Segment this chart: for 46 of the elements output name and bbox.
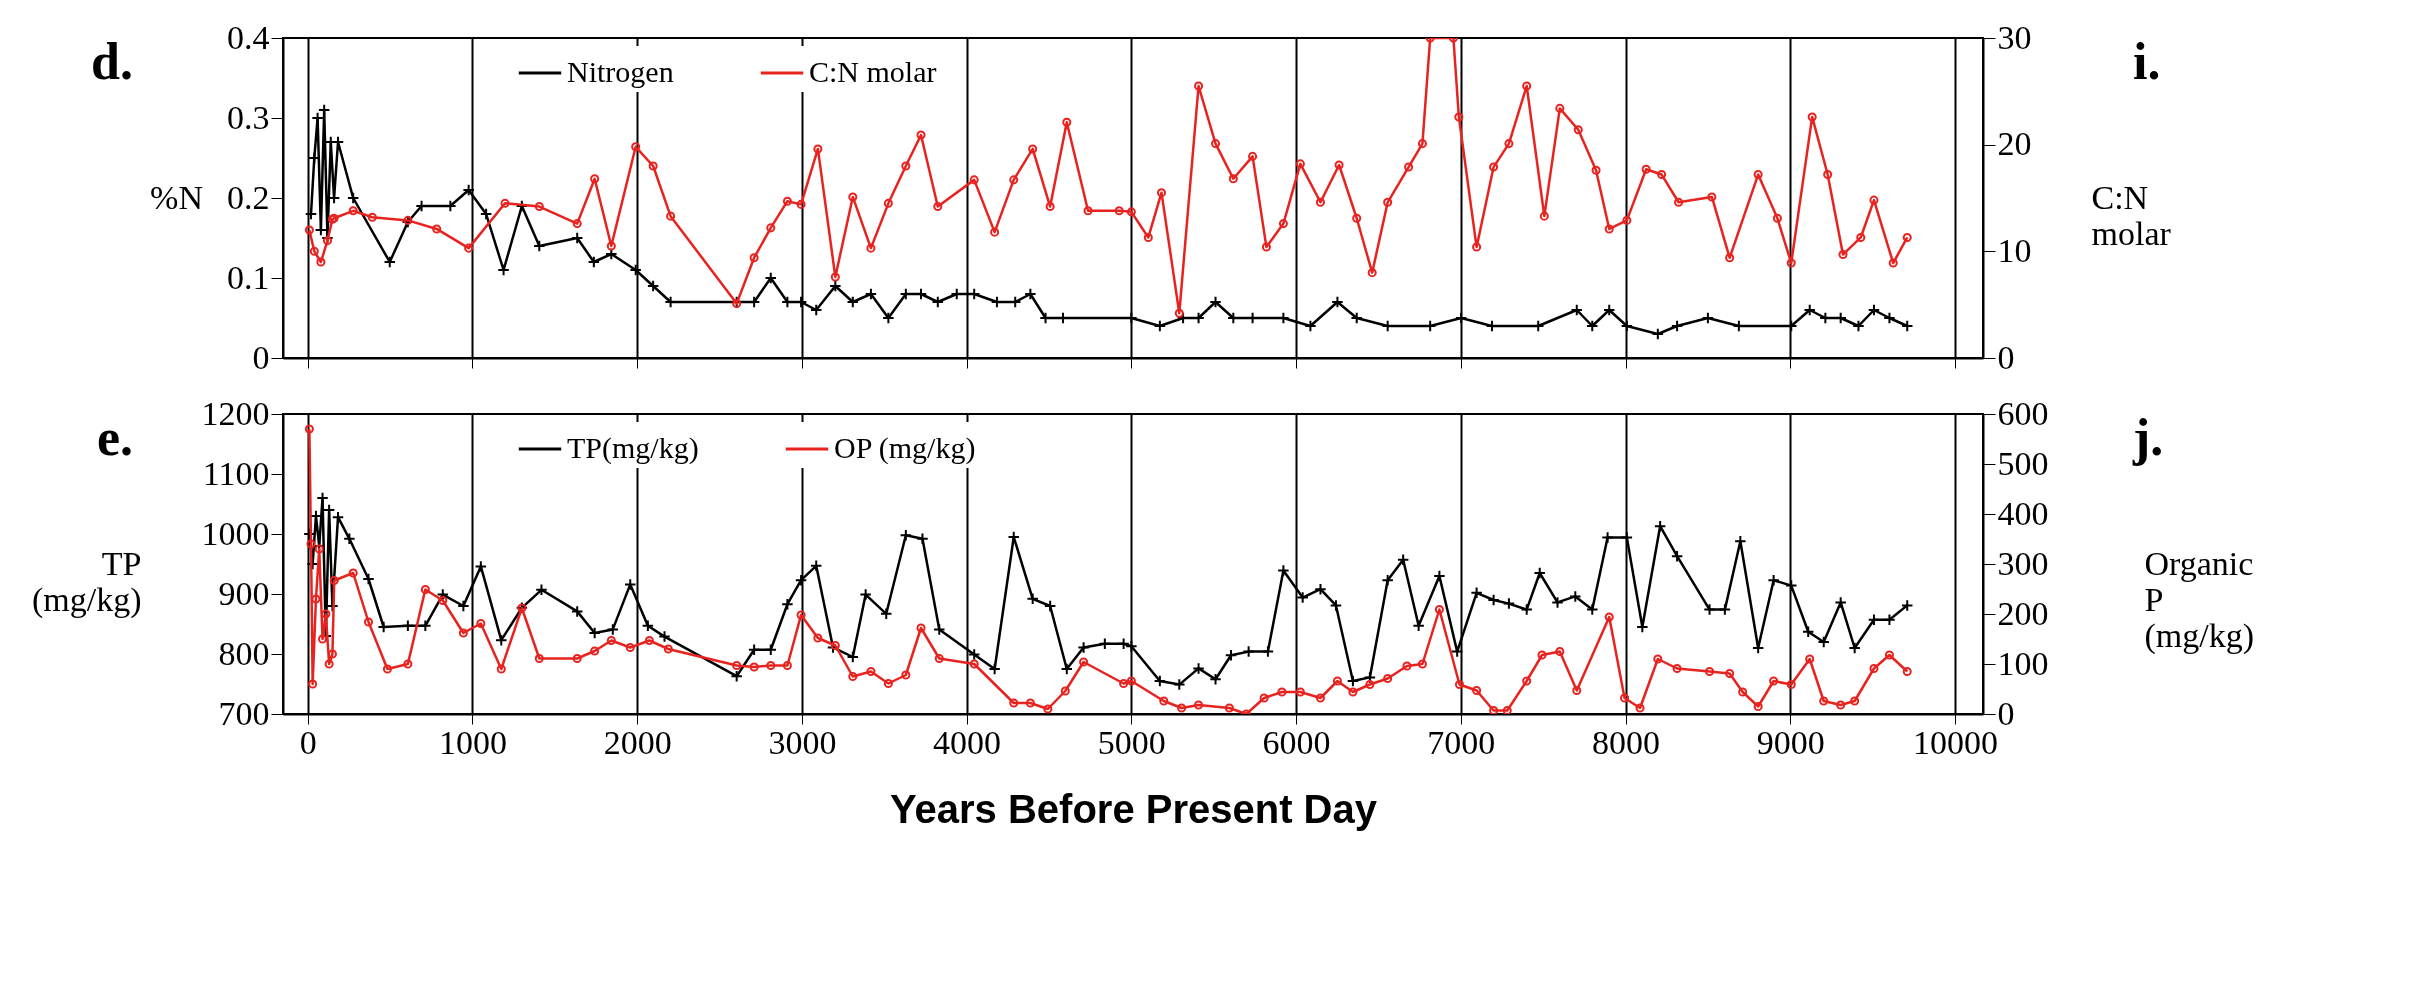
y-tick-label: 1100 (202, 454, 270, 492)
legend-label: TP(mg/kg) (567, 431, 699, 465)
y2-axis-title: C:N molar (2091, 178, 2172, 252)
x-tick-label: 1000 (438, 723, 507, 761)
y2-tick-label: 300 (1997, 544, 2049, 582)
y-tick-label: 800 (218, 634, 270, 672)
y-tick-label: 1000 (201, 514, 270, 552)
x-tick-label: 10000 (1913, 723, 1998, 761)
x-tick-label: 0 (299, 723, 317, 761)
x-tick-label: 3000 (768, 723, 837, 761)
y2-tick-label: 0 (1997, 694, 2015, 732)
legend-label: C:N molar (809, 55, 937, 88)
y2-tick-label: 0 (1997, 338, 2015, 376)
y2-tick-label: 600 (1997, 394, 2049, 432)
y-tick-label: 0.4 (227, 18, 270, 56)
y-tick-label: 700 (218, 694, 270, 732)
x-tick-label: 6000 (1262, 723, 1331, 761)
y-tick-label: 1200 (201, 394, 270, 432)
y2-axis-title: Organic P (mg/kg) (2144, 544, 2255, 655)
x-tick-label: 7000 (1427, 723, 1496, 761)
text: i. (2133, 33, 2161, 90)
text: e. (96, 409, 133, 466)
text: j. (2132, 409, 2164, 466)
y2-tick-label: 20 (1997, 125, 2032, 163)
legend-label: OP (mg/kg) (834, 431, 976, 465)
x-tick-label: 4000 (933, 723, 1002, 761)
x-tick-label: 8000 (1592, 723, 1661, 761)
x-tick-label: 9000 (1756, 723, 1825, 761)
y2-tick-label: 30 (1997, 18, 2032, 56)
x-tick-label: 2000 (603, 723, 672, 761)
y2-tick-label: 10 (1997, 231, 2032, 269)
y2-tick-label: 200 (1997, 594, 2049, 632)
y-tick-label: 0.1 (227, 258, 270, 296)
text: d. (91, 33, 133, 90)
x-tick-label: 5000 (1097, 723, 1166, 761)
x-axis-title: Years Before Present Day (890, 786, 1378, 831)
y-axis-title: TP (mg/kg) (31, 544, 142, 619)
y-axis-title: %N (150, 178, 203, 216)
y2-tick-label: 500 (1997, 444, 2049, 482)
y-tick-label: 0.2 (227, 178, 270, 216)
y-tick-label: 0.3 (227, 98, 270, 136)
y-tick-label: 0 (252, 338, 270, 376)
y2-tick-label: 100 (1997, 644, 2049, 682)
y-tick-label: 900 (218, 574, 270, 612)
y2-tick-label: 400 (1997, 494, 2049, 532)
legend-label: Nitrogen (567, 55, 674, 88)
